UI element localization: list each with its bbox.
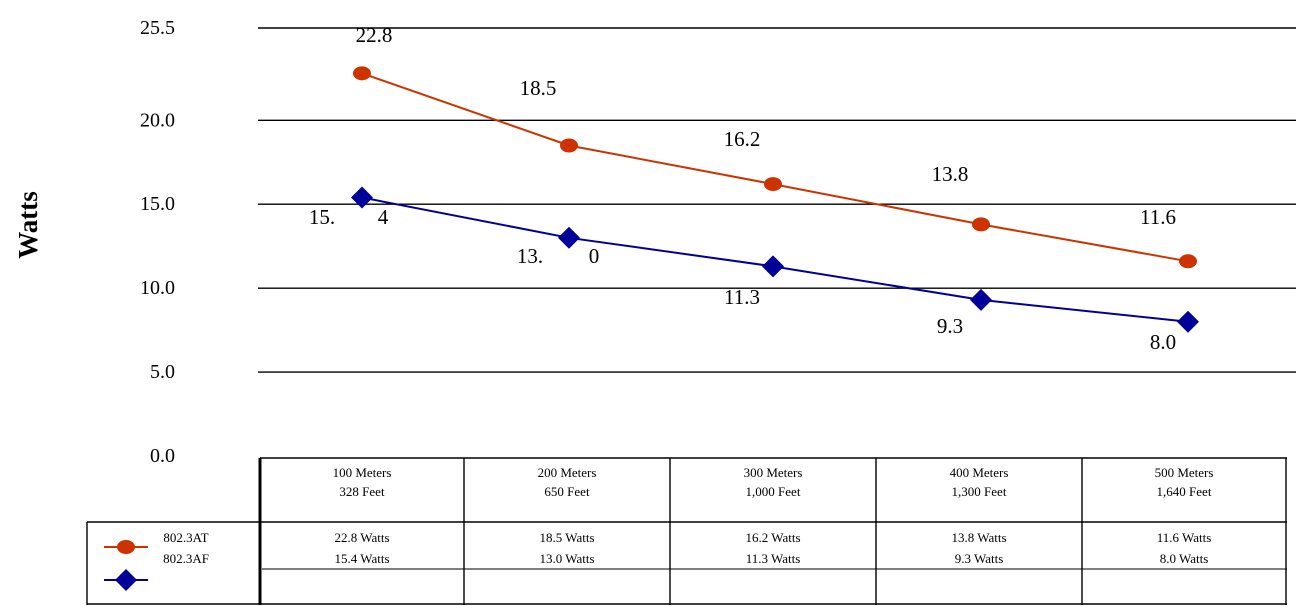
data-label: 13.: [517, 244, 543, 268]
data-label: 22.8: [356, 23, 393, 47]
x-category-label: 400 Meters: [950, 465, 1009, 480]
data-point: [762, 255, 784, 278]
table-cell: 11.3 Watts: [746, 551, 801, 566]
y-tick-label: 10.0: [140, 277, 175, 299]
data-label: 9.3: [937, 314, 963, 338]
table-cell: 8.0 Watts: [1160, 551, 1209, 566]
y-tick-label: 0.0: [150, 445, 175, 467]
table-cell: 11.6 Watts: [1157, 530, 1212, 545]
x-category-label: 328 Feet: [339, 484, 385, 499]
data-table: 100 Meters 328 Feet 22.8 Watts 15.4 Watts 20…: [86, 457, 1287, 605]
data-point: [1179, 254, 1197, 269]
data-label: 0: [589, 244, 600, 268]
data-point: [1177, 310, 1199, 333]
data-label: 18.5: [520, 76, 557, 100]
y-tick-label: 5.0: [150, 361, 175, 383]
x-category-label: 500 Meters: [1155, 465, 1214, 480]
data-label: 15.: [309, 205, 335, 229]
table-cell: 16.2 Watts: [745, 530, 800, 545]
data-point: [764, 177, 782, 192]
series-line: [361, 72, 1189, 263]
data-point: [560, 138, 578, 153]
table-cell: 9.3 Watts: [955, 551, 1004, 566]
data-label: 4: [378, 205, 389, 229]
legend-label: 802.3AT: [163, 530, 208, 545]
table-cell: 13.0 Watts: [539, 551, 594, 566]
legend-marker-802-3af: [115, 569, 137, 591]
series-markers: [351, 66, 1199, 333]
legend-label: 802.3AF: [163, 551, 209, 566]
x-category-label: 1,640 Feet: [1157, 484, 1212, 499]
y-axis-ticks: 0.0 5.0 10.0 15.0 20.0 25.5: [140, 17, 175, 467]
y-tick-label: 25.5: [140, 17, 175, 39]
data-point: [558, 226, 580, 249]
x-category-label: 1,000 Feet: [746, 484, 801, 499]
data-labels: 22.8 18.5 16.2 13.8 11.6 15. 4 13. 0 11.3 9.3 8.0: [309, 23, 1176, 354]
legend-marker-802-3at: [117, 540, 135, 554]
x-category-label: 300 Meters: [744, 465, 803, 480]
data-label: 16.2: [724, 127, 761, 151]
table-cell: 22.8 Watts: [334, 530, 389, 545]
x-category-label: 1,300 Feet: [952, 484, 1007, 499]
data-label: 13.8: [932, 162, 969, 186]
data-point: [972, 217, 990, 232]
x-category-label: 100 Meters: [333, 465, 392, 480]
table-cell: 13.8 Watts: [951, 530, 1006, 545]
y-axis-label: Watts: [13, 191, 43, 259]
table-cell: 15.4 Watts: [334, 551, 389, 566]
table-cell: 18.5 Watts: [539, 530, 594, 545]
x-category-label: 200 Meters: [538, 465, 597, 480]
y-tick-label: 20.0: [140, 109, 175, 131]
series-lines: [361, 72, 1189, 323]
data-label: 11.3: [724, 285, 760, 309]
data-point: [970, 288, 992, 311]
data-label: 11.6: [1140, 205, 1176, 229]
y-tick-label: 15.0: [140, 193, 175, 215]
data-point: [353, 66, 371, 81]
data-label: 8.0: [1150, 330, 1176, 354]
gridlines: [258, 27, 1296, 373]
x-category-label: 650 Feet: [544, 484, 590, 499]
data-point: [351, 186, 373, 209]
